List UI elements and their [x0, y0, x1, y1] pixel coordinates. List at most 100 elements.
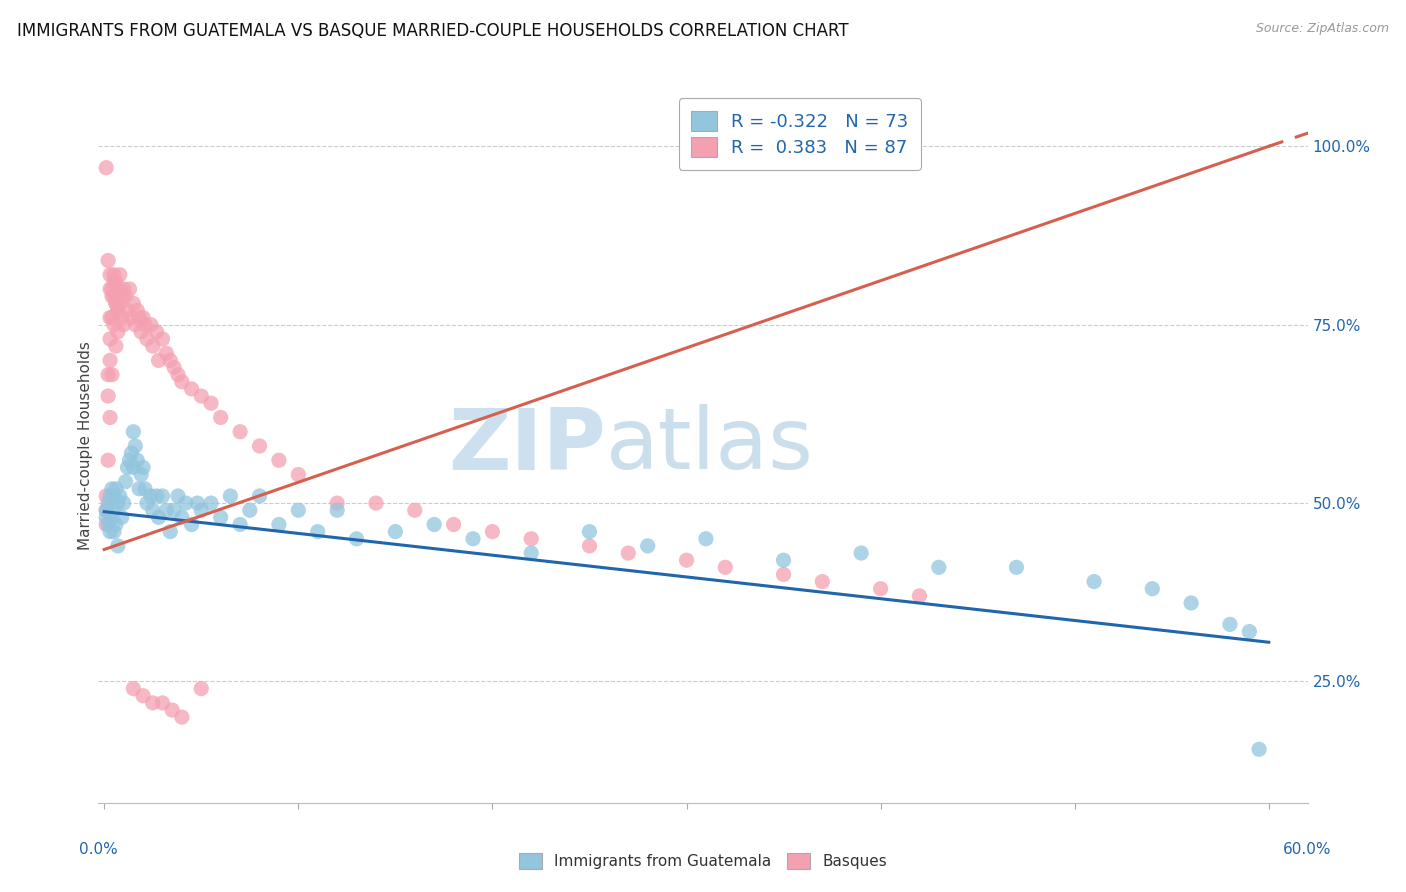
Text: Source: ZipAtlas.com: Source: ZipAtlas.com [1256, 22, 1389, 36]
Point [114, 289, 136, 303]
Point [404, 503, 426, 517]
Point [1239, 624, 1261, 639]
Point [103, 524, 125, 539]
Point [152, 332, 174, 346]
Point [96, 503, 118, 517]
Point [163, 360, 186, 375]
Point [103, 489, 125, 503]
Point [132, 689, 155, 703]
Point [128, 310, 150, 325]
Point [96, 503, 118, 517]
Point [122, 425, 145, 439]
Point [97, 517, 120, 532]
Point [107, 282, 129, 296]
Text: IMMIGRANTS FROM GUATEMALA VS BASQUE MARRIED-COUPLE HOUSEHOLDS CORRELATION CHART: IMMIGRANTS FROM GUATEMALA VS BASQUE MARR… [17, 22, 848, 40]
Point [111, 310, 134, 325]
Point [120, 446, 142, 460]
Point [98, 489, 121, 503]
Point [520, 546, 543, 560]
Point [617, 546, 640, 560]
Point [1005, 560, 1028, 574]
Point [98, 310, 121, 325]
Point [326, 503, 349, 517]
Point [134, 318, 156, 332]
Point [136, 496, 159, 510]
Point [163, 503, 186, 517]
Point [97, 368, 120, 382]
Point [186, 496, 208, 510]
Point [1219, 617, 1241, 632]
Point [159, 353, 181, 368]
Point [127, 303, 149, 318]
Point [249, 489, 271, 503]
Point [132, 460, 155, 475]
Point [578, 539, 600, 553]
Point [155, 346, 177, 360]
Point [107, 325, 129, 339]
Point [145, 489, 167, 503]
Point [159, 524, 181, 539]
Point [108, 296, 131, 310]
Point [101, 510, 124, 524]
Point [129, 325, 152, 339]
Point [180, 517, 202, 532]
Point [851, 546, 873, 560]
Point [124, 318, 146, 332]
Point [287, 503, 309, 517]
Point [190, 389, 212, 403]
Point [200, 496, 222, 510]
Point [461, 532, 484, 546]
Point [108, 489, 131, 503]
Point [190, 503, 212, 517]
Point [180, 382, 202, 396]
Point [122, 460, 145, 475]
Point [267, 453, 290, 467]
Point [148, 353, 170, 368]
Point [96, 510, 118, 524]
Point [101, 482, 124, 496]
Point [124, 439, 146, 453]
Point [384, 524, 406, 539]
Text: 60.0%: 60.0% [1284, 842, 1331, 857]
Point [219, 489, 242, 503]
Text: ZIP: ZIP [449, 404, 606, 488]
Point [908, 589, 931, 603]
Point [229, 425, 252, 439]
Point [423, 517, 446, 532]
Point [97, 253, 120, 268]
Point [772, 553, 794, 567]
Point [96, 489, 118, 503]
Point [167, 489, 190, 503]
Point [114, 475, 136, 489]
Point [267, 517, 290, 532]
Point [1247, 742, 1270, 756]
Point [170, 375, 193, 389]
Point [103, 289, 125, 303]
Point [103, 275, 125, 289]
Point [122, 296, 145, 310]
Point [1180, 596, 1202, 610]
Legend: Immigrants from Guatemala, Basques: Immigrants from Guatemala, Basques [513, 847, 893, 875]
Point [1142, 582, 1164, 596]
Point [134, 482, 156, 496]
Point [98, 282, 121, 296]
Point [136, 332, 159, 346]
Point [869, 582, 891, 596]
Point [139, 318, 162, 332]
Point [112, 282, 135, 296]
Point [132, 310, 155, 325]
Point [200, 396, 222, 410]
Point [96, 517, 118, 532]
Point [103, 503, 125, 517]
Point [107, 303, 129, 318]
Point [148, 510, 170, 524]
Point [229, 517, 252, 532]
Point [101, 282, 124, 296]
Point [101, 368, 124, 382]
Point [107, 539, 129, 553]
Point [112, 496, 135, 510]
Point [772, 567, 794, 582]
Point [122, 681, 145, 696]
Point [714, 560, 737, 574]
Point [675, 553, 697, 567]
